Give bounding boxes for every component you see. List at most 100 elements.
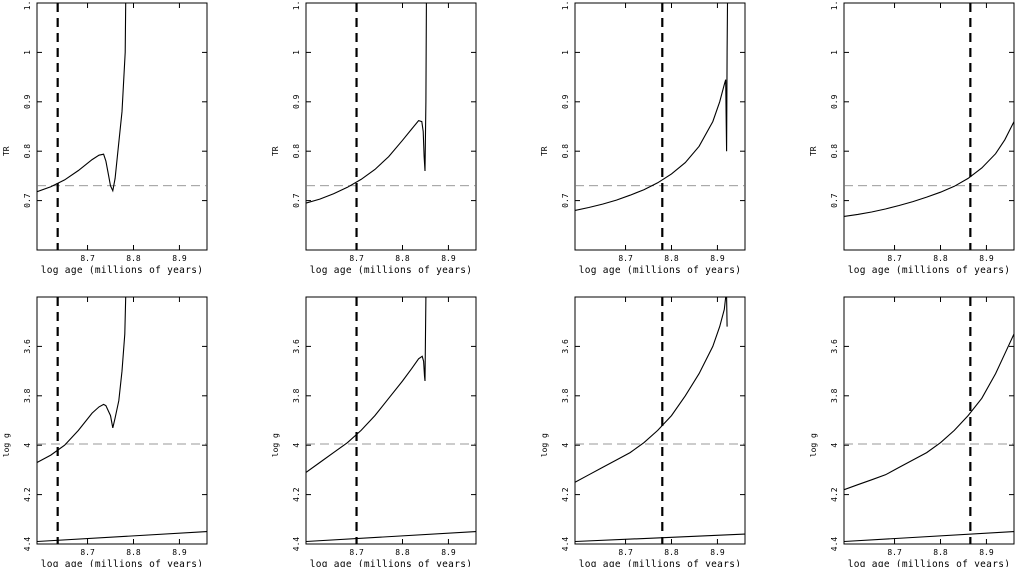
series-line-1 [844,121,1014,217]
y-tick-label: 3.6 [561,339,570,354]
y-tick-label: 4.2 [23,487,32,502]
chart-panel-r2-c2: 8.7 8.8 8.9 3.6 3.8 4 4.2 4.4 log age (millions … [271,296,477,567]
plot-area [575,297,745,544]
x-axis-label: log age (millions of years) [41,559,204,567]
y-tick-label: 0.7 [561,193,570,208]
plot-frame [305,2,477,251]
x-tick-label: 8.8 [395,548,410,557]
x-axis-label: log age (millions of years) [848,265,1011,276]
y-tick-label: 0.7 [830,193,839,208]
x-axis-label: log age (millions of years) [579,265,742,276]
x-tick-label: 8.7 [618,254,633,263]
plot-area [844,3,1014,250]
x-tick-label: 8.8 [126,254,141,263]
y-tick-label: 1 [23,50,32,55]
y-axis-label: TR [540,146,549,156]
series-line-1 [844,333,1014,491]
plot-frame [843,296,1015,545]
x-tick-label: 8.7 [349,254,364,263]
y-axis-label: log g [271,433,280,457]
y-axis-label: log g [809,433,818,457]
y-tick-label: 3.8 [561,388,570,403]
x-tick-label: 8.9 [172,548,187,557]
y-tick-label: 1.1 [830,0,839,10]
chart-panel-r1-c3: 8.7 8.8 8.9 0.7 0.8 0.9 1 1.1 log age (millions … [540,0,746,276]
chart-panel-r2-c4: 8.7 8.8 8.9 3.6 3.8 4 4.2 4.4 log age (millions … [809,296,1015,567]
y-tick-label: 3.6 [292,339,301,354]
y-axis-label: log g [2,433,11,457]
y-tick-label: 0.7 [292,193,301,208]
plot-frame [36,296,208,545]
plot-area [37,3,207,250]
plot-area [844,297,1014,544]
x-tick-label: 8.9 [979,548,994,557]
series-line-1 [306,297,427,473]
y-tick-label: 3.8 [830,388,839,403]
x-tick-label: 8.9 [979,254,994,263]
y-tick-label: 1 [561,50,570,55]
plot-area [306,3,476,250]
y-tick-label: 4 [830,443,839,448]
x-axis-label: log age (millions of years) [310,265,473,276]
x-tick-label: 8.9 [710,254,725,263]
y-tick-label: 0.9 [561,94,570,109]
plot-area [306,297,476,544]
series-line-1 [37,3,127,193]
y-axis-label: log g [540,433,549,457]
y-tick-label: 1 [830,50,839,55]
chart-panel-r2-c1: 8.7 8.8 8.9 3.6 3.8 4 4.2 4.4 log age (millions … [2,296,208,567]
x-tick-label: 8.7 [887,548,902,557]
series-line-2 [306,531,476,543]
y-tick-label: 4.4 [292,537,301,552]
plot-frame [843,2,1015,251]
series-line-1 [37,297,127,463]
y-tick-label: 4.2 [292,487,301,502]
y-tick-label: 3.8 [23,388,32,403]
y-tick-label: 0.8 [292,144,301,159]
x-tick-label: 8.9 [172,254,187,263]
y-tick-label: 3.6 [23,339,32,354]
y-tick-label: 1.1 [561,0,570,10]
x-tick-label: 8.8 [664,254,679,263]
y-tick-label: 0.9 [23,94,32,109]
y-tick-label: 4 [292,443,301,448]
plot-frame [574,2,746,251]
y-tick-label: 0.9 [292,94,301,109]
y-tick-label: 4.4 [23,537,32,552]
y-tick-label: 0.7 [23,193,32,208]
plot-frame [36,2,208,251]
y-tick-label: 4.2 [561,487,570,502]
x-tick-label: 8.8 [395,254,410,263]
y-tick-label: 3.8 [292,388,301,403]
series-line-1 [306,3,427,204]
series-line-1 [575,297,728,483]
chart-panel-r1-c1: 8.7 8.8 8.9 0.7 0.8 0.9 1 1.1 log age (millions … [2,0,208,276]
y-tick-label: 4.4 [561,537,570,552]
x-tick-label: 8.7 [618,548,633,557]
series-line-2 [844,531,1014,543]
chart-panel-r1-c2: 8.7 8.8 8.9 0.7 0.8 0.9 1 1.1 log age (millions … [271,0,477,276]
x-tick-label: 8.8 [933,254,948,263]
x-axis-label: log age (millions of years) [579,559,742,567]
series-line-1 [575,3,729,212]
x-axis-label: log age (millions of years) [310,559,473,567]
x-tick-label: 8.9 [441,254,456,263]
x-axis-label: log age (millions of years) [848,559,1011,567]
y-axis-label: TR [809,146,818,156]
y-tick-label: 0.8 [561,144,570,159]
y-axis-label: TR [2,146,11,156]
y-tick-label: 4.4 [830,537,839,552]
x-tick-label: 8.8 [664,548,679,557]
y-tick-label: 3.6 [830,339,839,354]
x-tick-label: 8.8 [933,548,948,557]
y-tick-label: 0.8 [830,144,839,159]
chart-panel-r1-c4: 8.7 8.8 8.9 0.7 0.8 0.9 1 1.1 log age (millions … [809,0,1015,276]
plot-frame [574,296,746,545]
plot-frame [305,296,477,545]
x-tick-label: 8.8 [126,548,141,557]
plot-area [575,3,745,250]
chart-panel-r2-c3: 8.7 8.8 8.9 3.6 3.8 4 4.2 4.4 log age (millions … [540,296,746,567]
y-tick-label: 1.1 [23,0,32,10]
series-line-2 [575,533,745,543]
